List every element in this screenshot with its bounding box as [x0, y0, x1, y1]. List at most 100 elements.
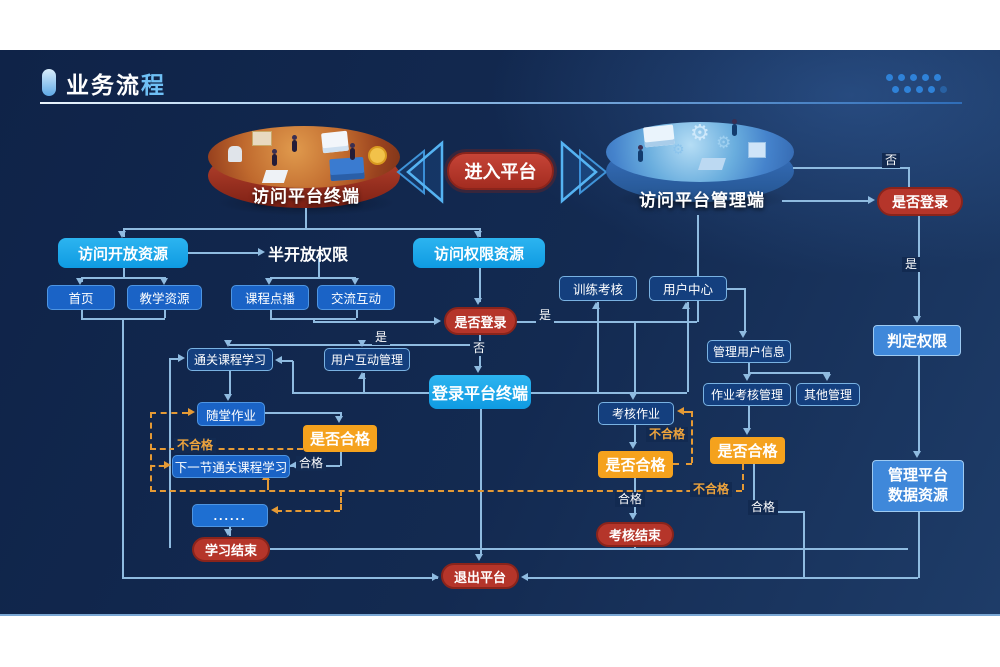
node-pass-check-2: 是否合格 [598, 451, 673, 478]
connector-line [634, 322, 636, 395]
chevrons-right-icon [560, 140, 608, 204]
node-home: 首页 [47, 285, 115, 310]
connector-line [81, 277, 165, 279]
arrowhead [76, 278, 84, 285]
dashed-connector [340, 490, 342, 510]
connector-line [908, 167, 910, 187]
node-permission-resources: 访问权限资源 [413, 238, 545, 268]
person-icon [732, 119, 737, 136]
node-label: 是否登录 [892, 193, 948, 210]
node-exam-end: 考核结束 [596, 522, 674, 547]
coin-icon [368, 146, 387, 165]
dashed-connector [150, 490, 742, 492]
node-label: 退出平台 [453, 569, 506, 585]
connector-line [531, 392, 687, 394]
arrowhead [224, 529, 232, 536]
node-label: 学习结束 [204, 543, 257, 558]
arrowhead [739, 331, 747, 338]
connector-line [753, 511, 804, 513]
node-exam-homework: 考核作业 [598, 402, 674, 425]
node-label: 训练考核 [572, 283, 623, 297]
arrowhead [743, 428, 751, 435]
page-title-main: 业务流 [66, 72, 141, 98]
gear-icon: ⚙ [672, 141, 685, 157]
node-label: 登录平台终端 [431, 386, 528, 403]
node-other-mgmt: 其他管理 [796, 383, 860, 406]
connector-line [687, 302, 689, 392]
connector-line [793, 167, 909, 169]
node-label: 首页 [68, 292, 94, 306]
dashed-connector [150, 465, 164, 467]
connector-line [229, 371, 231, 395]
node-label: 通关课程学习 [193, 353, 266, 367]
node-label: 教学资源 [139, 292, 190, 306]
connector-line [744, 288, 746, 333]
edge-label-pass: 合格 [615, 492, 646, 507]
connector-line [748, 372, 829, 374]
connector-line [480, 409, 482, 556]
connector-line [81, 310, 83, 318]
connector-line [318, 258, 320, 277]
edge-label-no: 否 [470, 341, 489, 356]
node-label: ...... [213, 508, 247, 523]
dashed-connector [150, 448, 303, 450]
arrowhead [629, 393, 637, 400]
arrowhead [913, 451, 921, 458]
node-semi-open-permission: 半开放权限 [268, 241, 348, 265]
connector-line [265, 412, 341, 414]
arrowhead [275, 356, 282, 364]
dashed-connector [742, 464, 744, 490]
connector-line [292, 392, 430, 394]
connector-line [122, 577, 438, 579]
connector-line [123, 268, 125, 277]
node-label: 随堂作业 [205, 408, 256, 423]
arrowhead [474, 298, 482, 305]
dashed-connector [691, 411, 693, 463]
title-pill-icon [42, 69, 56, 96]
connector-line [597, 302, 599, 392]
cube-icon [748, 142, 766, 158]
person-icon [292, 135, 297, 152]
connector-line [313, 321, 434, 323]
node-homework-exam-mgmt: 作业考核管理 [703, 383, 791, 406]
node-label: 其他管理 [803, 388, 852, 402]
node-label: 数据资源 [887, 487, 948, 504]
monitor-icon [643, 124, 675, 148]
edge-label-fail: 不合格 [690, 482, 733, 497]
node-admin-login-check: 是否登录 [877, 187, 963, 216]
node-label: 课程点播 [244, 292, 295, 306]
arrowhead [258, 248, 265, 256]
node-pass-check-3: 是否合格 [710, 437, 785, 464]
node-user-interaction-mgmt: 用户互动管理 [324, 348, 410, 371]
connector-line [528, 577, 918, 579]
edge-label-yes: 是 [536, 308, 555, 323]
connector-line [169, 358, 171, 548]
arrowhead [335, 416, 343, 423]
arrowhead [224, 340, 232, 347]
node-label: 是否登录 [454, 314, 507, 330]
connector-line [188, 252, 258, 254]
connector-line [363, 373, 365, 392]
node-label: 访问开放资源 [77, 245, 168, 263]
connector-line [229, 344, 480, 346]
edge-label-pass: 合格 [296, 456, 327, 471]
connector-line [918, 356, 920, 453]
connector-line [278, 360, 293, 362]
arrowhead [188, 408, 195, 416]
arrowhead [475, 554, 483, 561]
node-label: 作业考核管理 [710, 388, 783, 402]
node-class-homework: 随堂作业 [197, 402, 265, 426]
node-label: 管理平台 [887, 466, 948, 484]
arrowhead [351, 278, 359, 285]
edge-label-yes: 是 [372, 330, 391, 345]
platform-left-label: 访问平台终端 [252, 187, 360, 206]
edge-label-fail: 不合格 [646, 427, 689, 442]
platform-right-label: 访问平台管理端 [639, 191, 765, 210]
dashed-connector [684, 411, 692, 413]
arrowhead [358, 340, 366, 347]
arrowhead [474, 231, 482, 238]
connector-line [803, 511, 805, 577]
connector-line [313, 318, 315, 322]
connector-line [292, 361, 294, 392]
